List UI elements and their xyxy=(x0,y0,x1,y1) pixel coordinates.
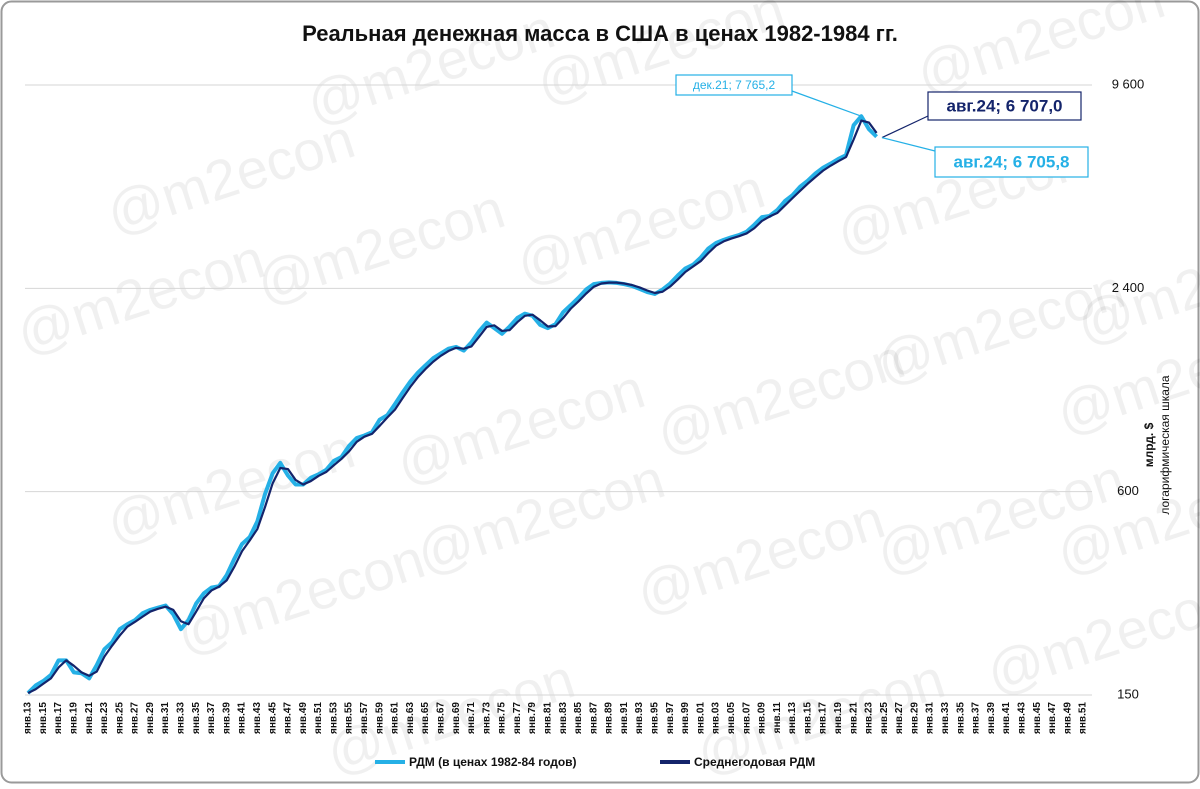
x-tick-label: янв.05 xyxy=(726,702,737,734)
x-tick-label: янв.95 xyxy=(650,702,661,734)
x-tick-label: янв.61 xyxy=(390,702,401,734)
annotation-leader xyxy=(881,137,936,152)
x-tick-label: янв.45 xyxy=(267,702,278,734)
x-tick-label: янв.13 xyxy=(787,702,798,734)
x-tick-label: янв.49 xyxy=(298,702,309,734)
annotation-leader xyxy=(791,90,862,117)
x-tick-label: янв.01 xyxy=(695,702,706,734)
x-tick-label: янв.97 xyxy=(665,702,676,734)
x-tick-label: янв.65 xyxy=(420,702,431,734)
x-tick-label: янв.67 xyxy=(435,702,446,734)
y-tick-label: 9 600 xyxy=(1112,76,1145,91)
x-tick-label: янв.33 xyxy=(176,702,187,734)
x-tick-label: янв.17 xyxy=(818,702,829,734)
x-tick-label: янв.39 xyxy=(986,702,997,734)
x-tick-label: янв.19 xyxy=(833,702,844,734)
x-tick-label: янв.35 xyxy=(955,702,966,734)
x-tick-label: янв.21 xyxy=(848,702,859,734)
x-tick-label: янв.55 xyxy=(344,702,355,734)
annotation-box xyxy=(675,74,793,96)
x-tick-label: янв.85 xyxy=(573,702,584,734)
x-tick-label: янв.99 xyxy=(680,702,691,734)
x-tick-label: янв.87 xyxy=(588,702,599,734)
x-tick-label: янв.75 xyxy=(497,702,508,734)
x-tick-label: янв.49 xyxy=(1062,702,1073,734)
x-tick-label: янв.47 xyxy=(283,702,294,734)
x-tick-label: янв.37 xyxy=(971,702,982,734)
x-tick-label: янв.29 xyxy=(909,702,920,734)
x-tick-label: янв.37 xyxy=(206,702,217,734)
legend-label: РДМ (в ценах 1982-84 годов) xyxy=(409,755,577,769)
annotation-label: дек.21; 7 765,2 xyxy=(693,78,776,92)
x-tick-label: янв.33 xyxy=(940,702,951,734)
x-tick-label: янв.47 xyxy=(1047,702,1058,734)
annotation-leader xyxy=(881,115,929,139)
x-tick-label: янв.27 xyxy=(894,702,905,734)
x-tick-label: янв.21 xyxy=(84,702,95,734)
series-line xyxy=(27,119,878,695)
series-line xyxy=(26,114,878,695)
x-tick-label: янв.59 xyxy=(374,702,385,734)
y-axis-label: млрд. $ xyxy=(1142,422,1156,467)
x-tick-label: янв.31 xyxy=(925,702,936,734)
x-tick-label: янв.35 xyxy=(191,702,202,734)
y-tick-label: 150 xyxy=(1117,686,1139,701)
x-tick-label: янв.89 xyxy=(604,702,615,734)
y-tick-label: 600 xyxy=(1117,483,1139,498)
x-tick-label: янв.17 xyxy=(53,702,64,734)
x-tick-label: янв.57 xyxy=(359,702,370,734)
y-tick-label: 2 400 xyxy=(1112,280,1145,295)
annotation-box xyxy=(927,91,1082,121)
x-tick-label: янв.29 xyxy=(145,702,156,734)
x-tick-label: янв.93 xyxy=(634,702,645,734)
x-tick-label: янв.11 xyxy=(772,702,783,734)
legend-label: Среднегодовая РДМ xyxy=(694,755,815,769)
x-tick-label: янв.63 xyxy=(405,702,416,734)
x-tick-label: янв.25 xyxy=(879,702,890,734)
x-tick-label: янв.25 xyxy=(114,702,125,734)
x-tick-label: янв.43 xyxy=(252,702,263,734)
x-tick-label: янв.73 xyxy=(481,702,492,734)
x-tick-label: янв.51 xyxy=(313,702,324,734)
x-tick-label: янв.45 xyxy=(1032,702,1043,734)
x-tick-label: янв.13 xyxy=(23,702,34,734)
y-axis-sublabel: логарифмическая шкала xyxy=(1158,375,1172,515)
x-tick-label: янв.71 xyxy=(466,702,477,734)
x-tick-label: янв.41 xyxy=(1001,702,1012,734)
annotation-label: авг.24; 6 707,0 xyxy=(946,96,1062,115)
x-tick-label: янв.41 xyxy=(237,702,248,734)
x-tick-label: янв.77 xyxy=(512,702,523,734)
x-tick-label: янв.07 xyxy=(741,702,752,734)
x-tick-label: янв.83 xyxy=(558,702,569,734)
x-tick-label: янв.69 xyxy=(451,702,462,734)
x-tick-label: янв.27 xyxy=(130,702,141,734)
x-tick-label: янв.19 xyxy=(69,702,80,734)
x-tick-label: янв.53 xyxy=(328,702,339,734)
x-tick-label: янв.39 xyxy=(221,702,232,734)
annotation-box xyxy=(934,146,1089,178)
x-tick-label: янв.91 xyxy=(619,702,630,734)
x-tick-label: янв.79 xyxy=(527,702,538,734)
x-tick-label: янв.03 xyxy=(711,702,722,734)
x-tick-label: янв.15 xyxy=(802,702,813,734)
chart-title: Реальная денежная масса в США в ценах 19… xyxy=(302,21,898,46)
x-tick-label: янв.23 xyxy=(99,702,110,734)
x-tick-label: янв.23 xyxy=(864,702,875,734)
annotation-label: авг.24; 6 705,8 xyxy=(953,152,1069,171)
x-tick-label: янв.15 xyxy=(38,702,49,734)
x-tick-label: янв.31 xyxy=(160,702,171,734)
x-tick-label: янв.81 xyxy=(542,702,553,734)
x-tick-label: янв.43 xyxy=(1016,702,1027,734)
x-tick-label: янв.09 xyxy=(757,702,768,734)
x-tick-label: янв.51 xyxy=(1078,702,1089,734)
